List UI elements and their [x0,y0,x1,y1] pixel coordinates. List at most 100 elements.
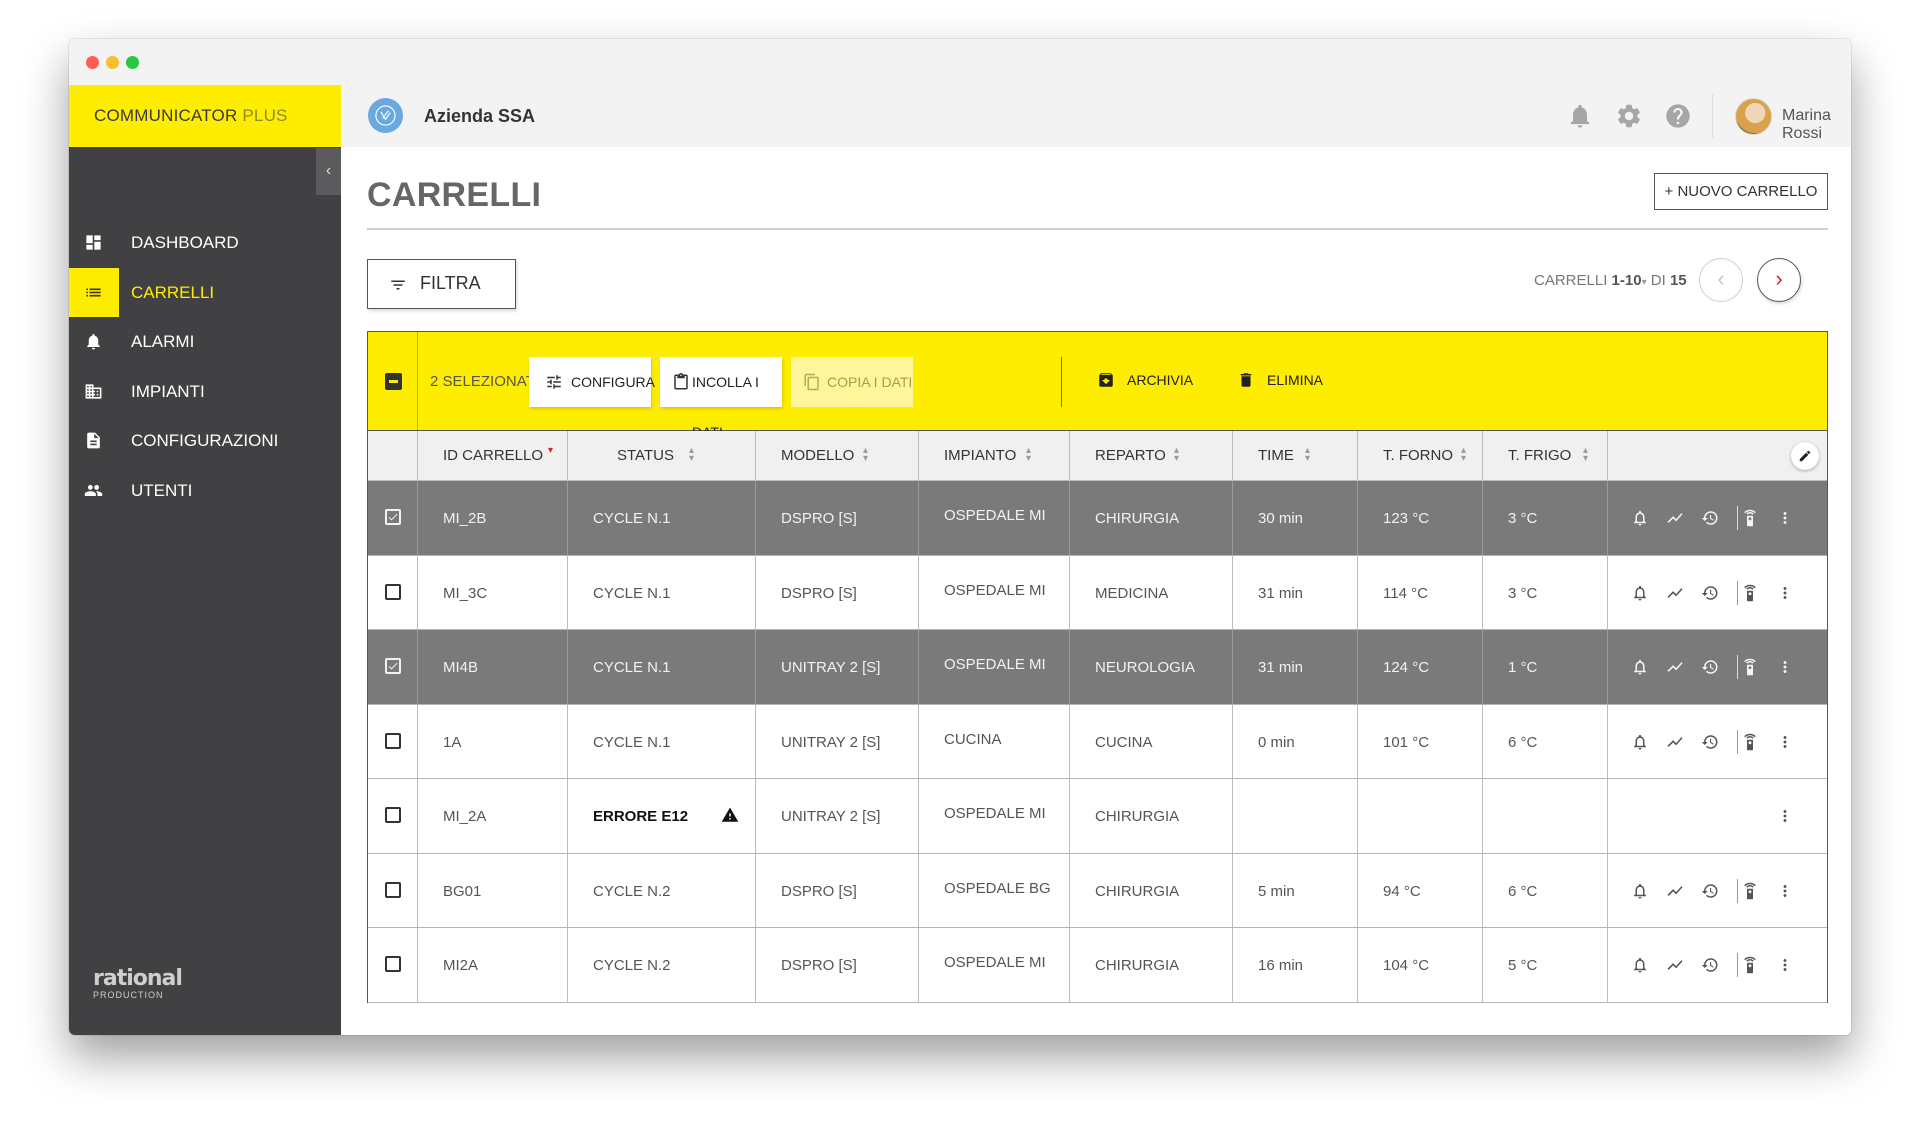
history-action-button[interactable] [1701,509,1719,527]
filter-button[interactable]: FILTRA [367,259,516,309]
sidebar-item-carrelli[interactable]: CARRELLI [69,267,341,317]
more-options-button[interactable] [1776,658,1794,676]
trend-action-button[interactable] [1666,733,1684,751]
more-options-button[interactable] [1776,733,1794,751]
trend-action-button[interactable] [1666,509,1684,527]
cart-id[interactable]: MI2A [443,957,479,974]
alarm-action-button[interactable] [1631,509,1649,527]
history-action-button[interactable] [1701,733,1719,751]
notifications-button[interactable] [1566,102,1594,130]
column-reparto[interactable]: REPARTO ▴ ▾ [1070,431,1233,480]
alarm-action-button[interactable] [1631,882,1649,900]
row-checkbox[interactable] [385,509,401,525]
user-name[interactable]: Marina Rossi [1782,107,1831,142]
table-row[interactable]: BG01 CYCLE N.2 DSPRO [S] OSPEDALE BG CHI… [368,853,1827,928]
range-dropdown-icon[interactable]: ▾ [1641,277,1647,288]
configura-button[interactable]: CONFIGURA [529,357,655,407]
remote-action-button[interactable] [1741,956,1759,974]
sort-icon[interactable]: ▴ ▾ [689,445,695,464]
elimina-button[interactable]: ELIMINA [1240,372,1323,388]
trend-action-button[interactable] [1666,658,1684,676]
sort-icon[interactable]: ▴ ▾ [1461,445,1467,464]
sidebar-item-configurazioni[interactable]: CONFIGURAZIONI [69,416,341,466]
sort-icon[interactable]: ▴ ▾ [1174,445,1180,464]
column-id-carrello[interactable]: ID CARRELLO ▾ [418,431,568,480]
table-row[interactable]: MI4B CYCLE N.1 UNITRAY 2 [S] OSPEDALE MI… [368,630,1827,705]
table-row[interactable]: 1A CYCLE N.1 UNITRAY 2 [S] CUCINA CUCINA… [368,704,1827,779]
row-checkbox[interactable] [385,807,401,823]
more-options-button[interactable] [1776,807,1794,825]
cart-id[interactable]: MI4B [443,659,479,676]
remote-action-button[interactable] [1741,509,1759,527]
alarm-action-button[interactable] [1631,584,1649,602]
avatar[interactable] [1735,98,1772,135]
trend-action-button[interactable] [1666,882,1684,900]
sort-icon[interactable]: ▴ ▾ [1026,445,1032,464]
more-options-button[interactable] [1776,882,1794,900]
history-action-button[interactable] [1701,882,1719,900]
sidebar-item-utenti[interactable]: UTENTI [69,466,341,516]
select-all-checkbox[interactable] [385,373,402,390]
column-t-forno[interactable]: T. FORNO ▴ ▾ [1358,431,1483,480]
row-checkbox[interactable] [385,583,401,600]
pagination-range[interactable]: 1-10 [1611,272,1642,289]
column-t-frigo[interactable]: T. FRIGO ▴ ▾ [1483,431,1608,480]
sort-icon[interactable]: ▴ ▾ [1583,445,1589,464]
cart-id[interactable]: 1A [443,733,462,751]
table-row[interactable]: MI_2B CYCLE N.1 DSPRO [S] OSPEDALE MI CH… [368,481,1827,556]
remote-action-button[interactable] [1741,658,1759,676]
app-window: COMMUNICATOR PLUS ‹ DASHBOARD CARRELLI A [69,39,1851,1035]
sidebar-item-alarmi[interactable]: ALARMI [69,317,341,367]
more-options-button[interactable] [1776,584,1794,602]
sidebar-item-dashboard[interactable]: DASHBOARD [69,218,341,268]
remote-action-button[interactable] [1741,584,1759,602]
history-action-button[interactable] [1701,956,1719,974]
table-row[interactable]: MI2A CYCLE N.2 DSPRO [S] OSPEDALE MI CHI… [368,928,1827,1003]
cell-time: 31 min [1233,555,1358,629]
column-impianto[interactable]: IMPIANTO ▴ ▾ [919,431,1070,480]
settings-button[interactable] [1615,102,1643,130]
more-options-button[interactable] [1776,509,1794,527]
sort-desc-icon[interactable]: ▾ [548,445,554,456]
edit-columns-button[interactable] [1791,442,1819,470]
sidebar-item-impianti[interactable]: IMPIANTI [69,367,341,417]
history-action-button[interactable] [1701,658,1719,676]
sort-icon[interactable]: ▴ ▾ [1305,445,1311,464]
trend-action-button[interactable] [1666,584,1684,602]
alarm-action-button[interactable] [1631,956,1649,974]
table-row[interactable]: MI_3C CYCLE N.1 DSPRO [S] OSPEDALE MI ME… [368,555,1827,630]
copia-dati-button[interactable]: COPIA I DATI [791,357,913,407]
collapse-sidebar-button[interactable]: ‹ [316,148,341,195]
selection-count: 2 SELEZIONATI [430,373,539,390]
remote-action-button[interactable] [1741,882,1759,900]
remote-action-button[interactable] [1741,733,1759,751]
row-checkbox[interactable] [385,658,401,674]
new-cart-button[interactable]: + NUOVO CARRELLO [1654,173,1828,210]
previous-page-button[interactable]: ‹ [1699,258,1743,302]
next-page-button[interactable]: › [1757,258,1801,302]
cart-id[interactable]: MI_2A [443,808,487,825]
alarm-action-button[interactable] [1631,658,1649,676]
zoom-window-button[interactable] [126,56,139,69]
alarm-action-button[interactable] [1631,733,1649,751]
trend-action-button[interactable] [1666,956,1684,974]
table-row[interactable]: MI_2A ERRORE E12 UNITRAY 2 [S] OSPEDALE … [368,779,1827,854]
row-checkbox-cell [368,481,418,555]
row-checkbox[interactable] [385,956,401,972]
close-window-button[interactable] [86,56,99,69]
more-options-button[interactable] [1776,956,1794,974]
archivia-button[interactable]: ARCHIVIA [1099,372,1193,388]
sort-icon[interactable]: ▴ ▾ [863,445,869,464]
column-status[interactable]: STATUS ▴ ▾ [568,431,756,480]
cart-id[interactable]: MI_2B [443,510,487,527]
row-checkbox[interactable] [385,732,401,749]
incolla-dati-button[interactable]: INCOLLA I DATI [660,357,782,440]
history-action-button[interactable] [1701,584,1719,602]
row-checkbox[interactable] [385,881,401,898]
cart-id[interactable]: MI_3C [443,584,488,602]
column-time[interactable]: TIME ▴ ▾ [1233,431,1358,480]
cart-id[interactable]: BG01 [443,882,482,900]
minimize-window-button[interactable] [106,56,119,69]
column-modello[interactable]: MODELLO ▴ ▾ [756,431,919,480]
help-button[interactable] [1664,102,1692,130]
